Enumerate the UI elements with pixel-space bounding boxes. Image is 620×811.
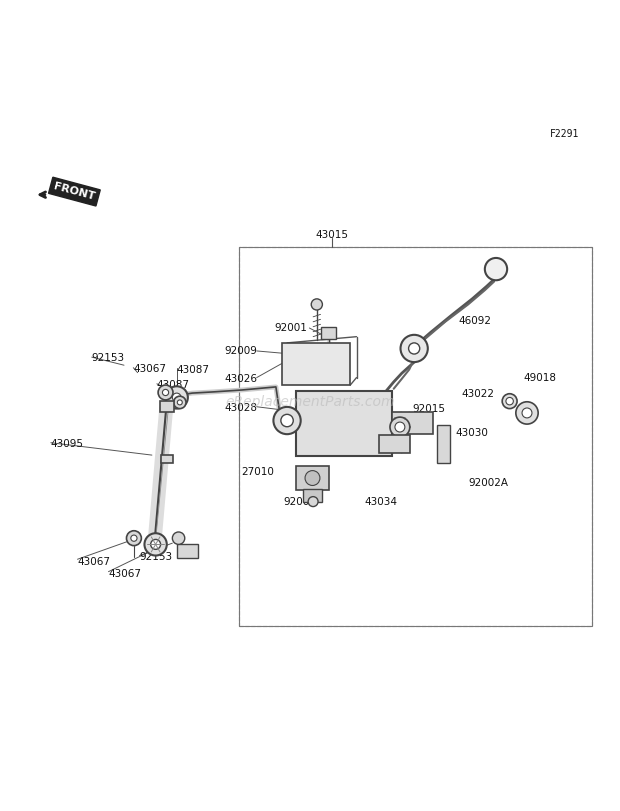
Circle shape (311, 299, 322, 310)
Text: 27010: 27010 (241, 467, 274, 478)
Circle shape (126, 530, 141, 546)
Circle shape (308, 496, 318, 507)
Bar (296, 391, 392, 457)
Text: 92015: 92015 (412, 404, 445, 414)
Circle shape (390, 417, 410, 437)
Text: 43026: 43026 (224, 374, 257, 384)
Bar (296, 466, 329, 491)
Bar (437, 425, 450, 462)
Bar (379, 435, 410, 453)
Bar (239, 247, 592, 625)
Text: 46092: 46092 (459, 316, 492, 326)
Text: 92002: 92002 (283, 496, 316, 507)
Circle shape (305, 470, 320, 486)
Circle shape (404, 418, 405, 419)
Text: 43067: 43067 (108, 569, 141, 579)
Bar (239, 247, 592, 625)
Bar (321, 328, 336, 338)
Circle shape (166, 386, 188, 409)
Circle shape (151, 539, 161, 549)
Text: 92153: 92153 (92, 354, 125, 363)
Text: 43095: 43095 (51, 439, 84, 449)
Text: FRONT: FRONT (53, 182, 96, 202)
Text: 43067: 43067 (78, 556, 110, 567)
Bar (282, 343, 350, 385)
Bar (161, 455, 173, 463)
Text: 43067: 43067 (133, 364, 166, 374)
Circle shape (172, 532, 185, 544)
Circle shape (273, 407, 301, 434)
Text: 92002A: 92002A (468, 478, 508, 488)
Text: 43030: 43030 (456, 428, 489, 439)
Text: 43034: 43034 (365, 496, 397, 507)
Circle shape (401, 335, 428, 362)
Bar (160, 401, 174, 412)
Circle shape (158, 385, 173, 400)
Bar (392, 412, 433, 434)
Circle shape (131, 535, 137, 541)
Circle shape (144, 533, 167, 556)
Circle shape (395, 422, 405, 432)
Text: 43015: 43015 (315, 230, 348, 240)
Text: F2291: F2291 (551, 129, 580, 139)
Circle shape (409, 343, 420, 354)
Text: 43087: 43087 (177, 364, 210, 375)
Circle shape (172, 393, 181, 401)
Circle shape (162, 389, 169, 396)
Text: 43028: 43028 (224, 403, 257, 413)
Text: 43022: 43022 (462, 389, 495, 399)
Circle shape (485, 258, 507, 281)
Text: 92001: 92001 (274, 323, 307, 333)
Text: 92153: 92153 (140, 552, 172, 562)
Text: eReplacementParts.com: eReplacementParts.com (225, 396, 395, 410)
Circle shape (177, 400, 182, 405)
Bar (177, 544, 198, 558)
Circle shape (522, 408, 532, 418)
Circle shape (516, 401, 538, 424)
Circle shape (281, 414, 293, 427)
Text: 49018: 49018 (524, 372, 557, 383)
Circle shape (506, 397, 513, 405)
Circle shape (174, 397, 186, 409)
Circle shape (502, 393, 517, 409)
Circle shape (394, 418, 396, 419)
Text: 43087: 43087 (157, 380, 190, 390)
Bar (303, 489, 322, 501)
Text: 92009: 92009 (224, 346, 257, 356)
